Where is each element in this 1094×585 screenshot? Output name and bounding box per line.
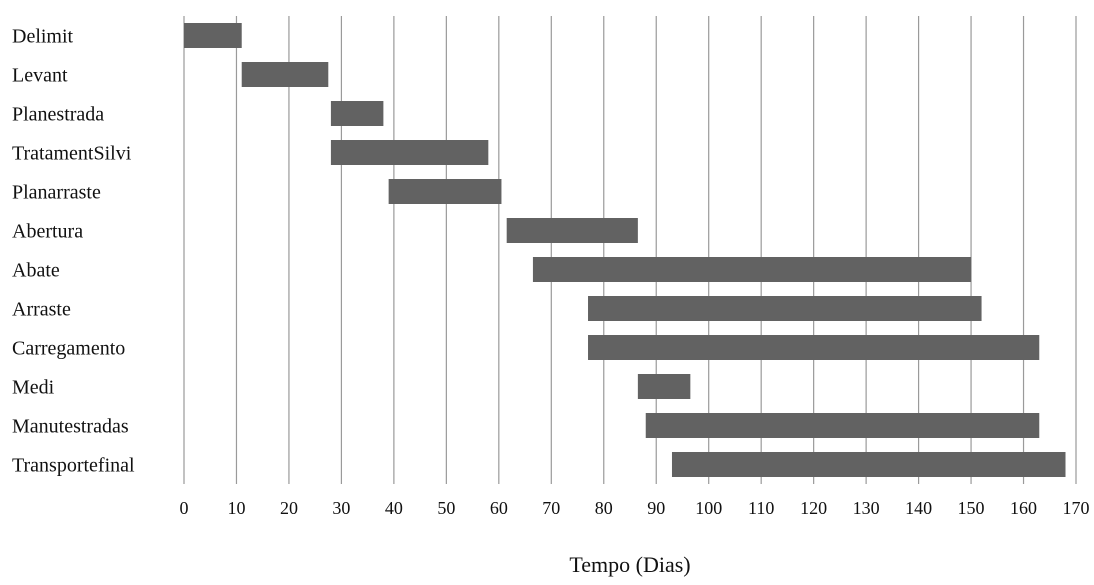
- x-tick-label: 110: [748, 498, 774, 518]
- category-label: Carregamento: [12, 338, 125, 360]
- category-label: Arraste: [12, 299, 71, 321]
- x-tick-label: 10: [227, 498, 245, 518]
- x-tick-label: 140: [905, 498, 932, 518]
- category-label: Delimit: [12, 26, 74, 48]
- x-tick-label: 40: [385, 498, 403, 518]
- tick-label-layer: 0 10 20 30 40 50 60 70 80 90 100 110 120 130 140 150 160…: [180, 498, 1090, 518]
- category-label-layer: Delimit Levant Planestrada TratamentSilvi Pl…: [12, 26, 135, 477]
- x-tick-label: 80: [595, 498, 613, 518]
- bar-tratamentsilvi: [330, 140, 489, 165]
- category-label: Levant: [12, 65, 68, 87]
- x-tick-label: 170: [1063, 498, 1090, 518]
- x-tick-label: 90: [647, 498, 665, 518]
- bar-manutestradas: [645, 413, 1040, 438]
- bar-arraste: [588, 296, 982, 321]
- category-label: Abate: [12, 260, 60, 282]
- category-label: Manutestradas: [12, 416, 129, 438]
- x-tick-label: 0: [180, 498, 189, 518]
- grid-layer: [183, 16, 1077, 484]
- bar-abate: [532, 257, 972, 282]
- category-label: TratamentSilvi: [12, 143, 132, 165]
- x-tick-label: 130: [853, 498, 880, 518]
- bar-medi: [637, 374, 691, 399]
- x-tick-label: 70: [542, 498, 560, 518]
- x-tick-label: 30: [332, 498, 350, 518]
- x-tick-label: 20: [280, 498, 298, 518]
- bar-delimit: [184, 23, 242, 48]
- category-label: Transportefinal: [12, 455, 135, 477]
- x-tick-label: 120: [800, 498, 827, 518]
- bar-planarraste: [388, 179, 502, 204]
- bar-transportefinal: [671, 452, 1066, 477]
- category-label: Abertura: [12, 221, 83, 243]
- category-label: Planestrada: [12, 104, 104, 126]
- category-label: Planarraste: [12, 182, 101, 204]
- x-tick-label: 150: [958, 498, 985, 518]
- bar-planestrada: [330, 101, 384, 126]
- category-label: Medi: [12, 377, 55, 399]
- bar-levant: [241, 62, 329, 87]
- x-tick-label: 100: [695, 498, 722, 518]
- x-tick-label: 60: [490, 498, 508, 518]
- bar-abertura: [506, 218, 638, 243]
- x-tick-label: 160: [1010, 498, 1037, 518]
- x-axis-title: Tempo (Dias): [569, 552, 690, 577]
- x-tick-label: 50: [437, 498, 455, 518]
- bar-layer: [184, 23, 1066, 477]
- bar-carregamento: [588, 335, 1040, 360]
